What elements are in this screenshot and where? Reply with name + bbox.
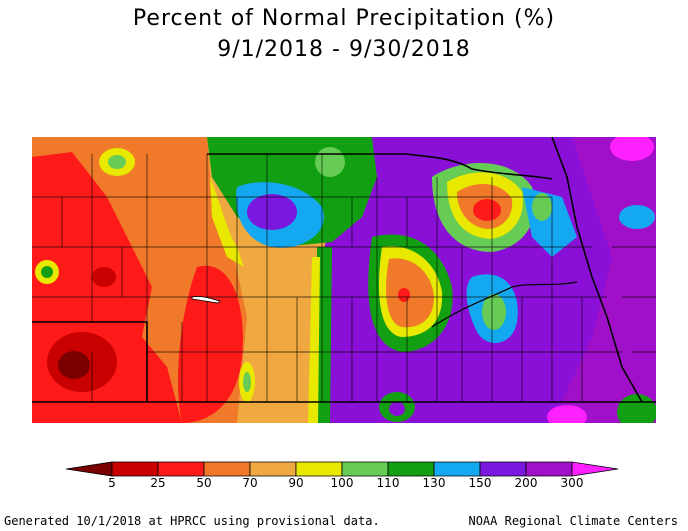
date-range: 9/1/2018 - 9/30/2018 (217, 37, 471, 62)
precipitation-map (32, 137, 656, 423)
legend-swatch (433, 461, 481, 477)
legend-tick-label: 110 (376, 476, 400, 490)
state-border-sd-ne (207, 153, 553, 180)
legend-swatch (525, 461, 573, 477)
legend-tick-label: 5 (108, 476, 116, 490)
platte-river (431, 281, 578, 328)
legend-tick-label: 70 (242, 476, 258, 490)
legend-swatch (295, 461, 343, 477)
legend-tick-label: 130 (422, 476, 446, 490)
footer-source: NOAA Regional Climate Centers (468, 514, 678, 528)
legend-tick-label: 150 (468, 476, 492, 490)
legend-swatch (66, 461, 113, 477)
legend-colorbar (66, 461, 619, 477)
region-red-mid (177, 265, 243, 423)
map-title: Percent of Normal Precipitation (%) (132, 6, 556, 31)
legend-swatch (341, 461, 389, 477)
legend-tick-label: 200 (514, 476, 538, 490)
missouri-river (551, 137, 643, 403)
legend-swatch (387, 461, 435, 477)
legend-tick-label: 25 (150, 476, 166, 490)
legend-swatch (571, 461, 619, 477)
legend-tick-label: 50 (196, 476, 212, 490)
legend-swatch (203, 461, 251, 477)
footer-generated: Generated 10/1/2018 at HPRCC using provi… (4, 514, 380, 528)
legend-tick-label: 300 (560, 476, 584, 490)
legend-tick-label: 100 (330, 476, 354, 490)
legend-swatch (157, 461, 205, 477)
legend-tick-label: 90 (288, 476, 304, 490)
legend-swatch (249, 461, 297, 477)
legend-swatch (111, 461, 159, 477)
lake (191, 296, 221, 304)
legend-swatch (479, 461, 527, 477)
